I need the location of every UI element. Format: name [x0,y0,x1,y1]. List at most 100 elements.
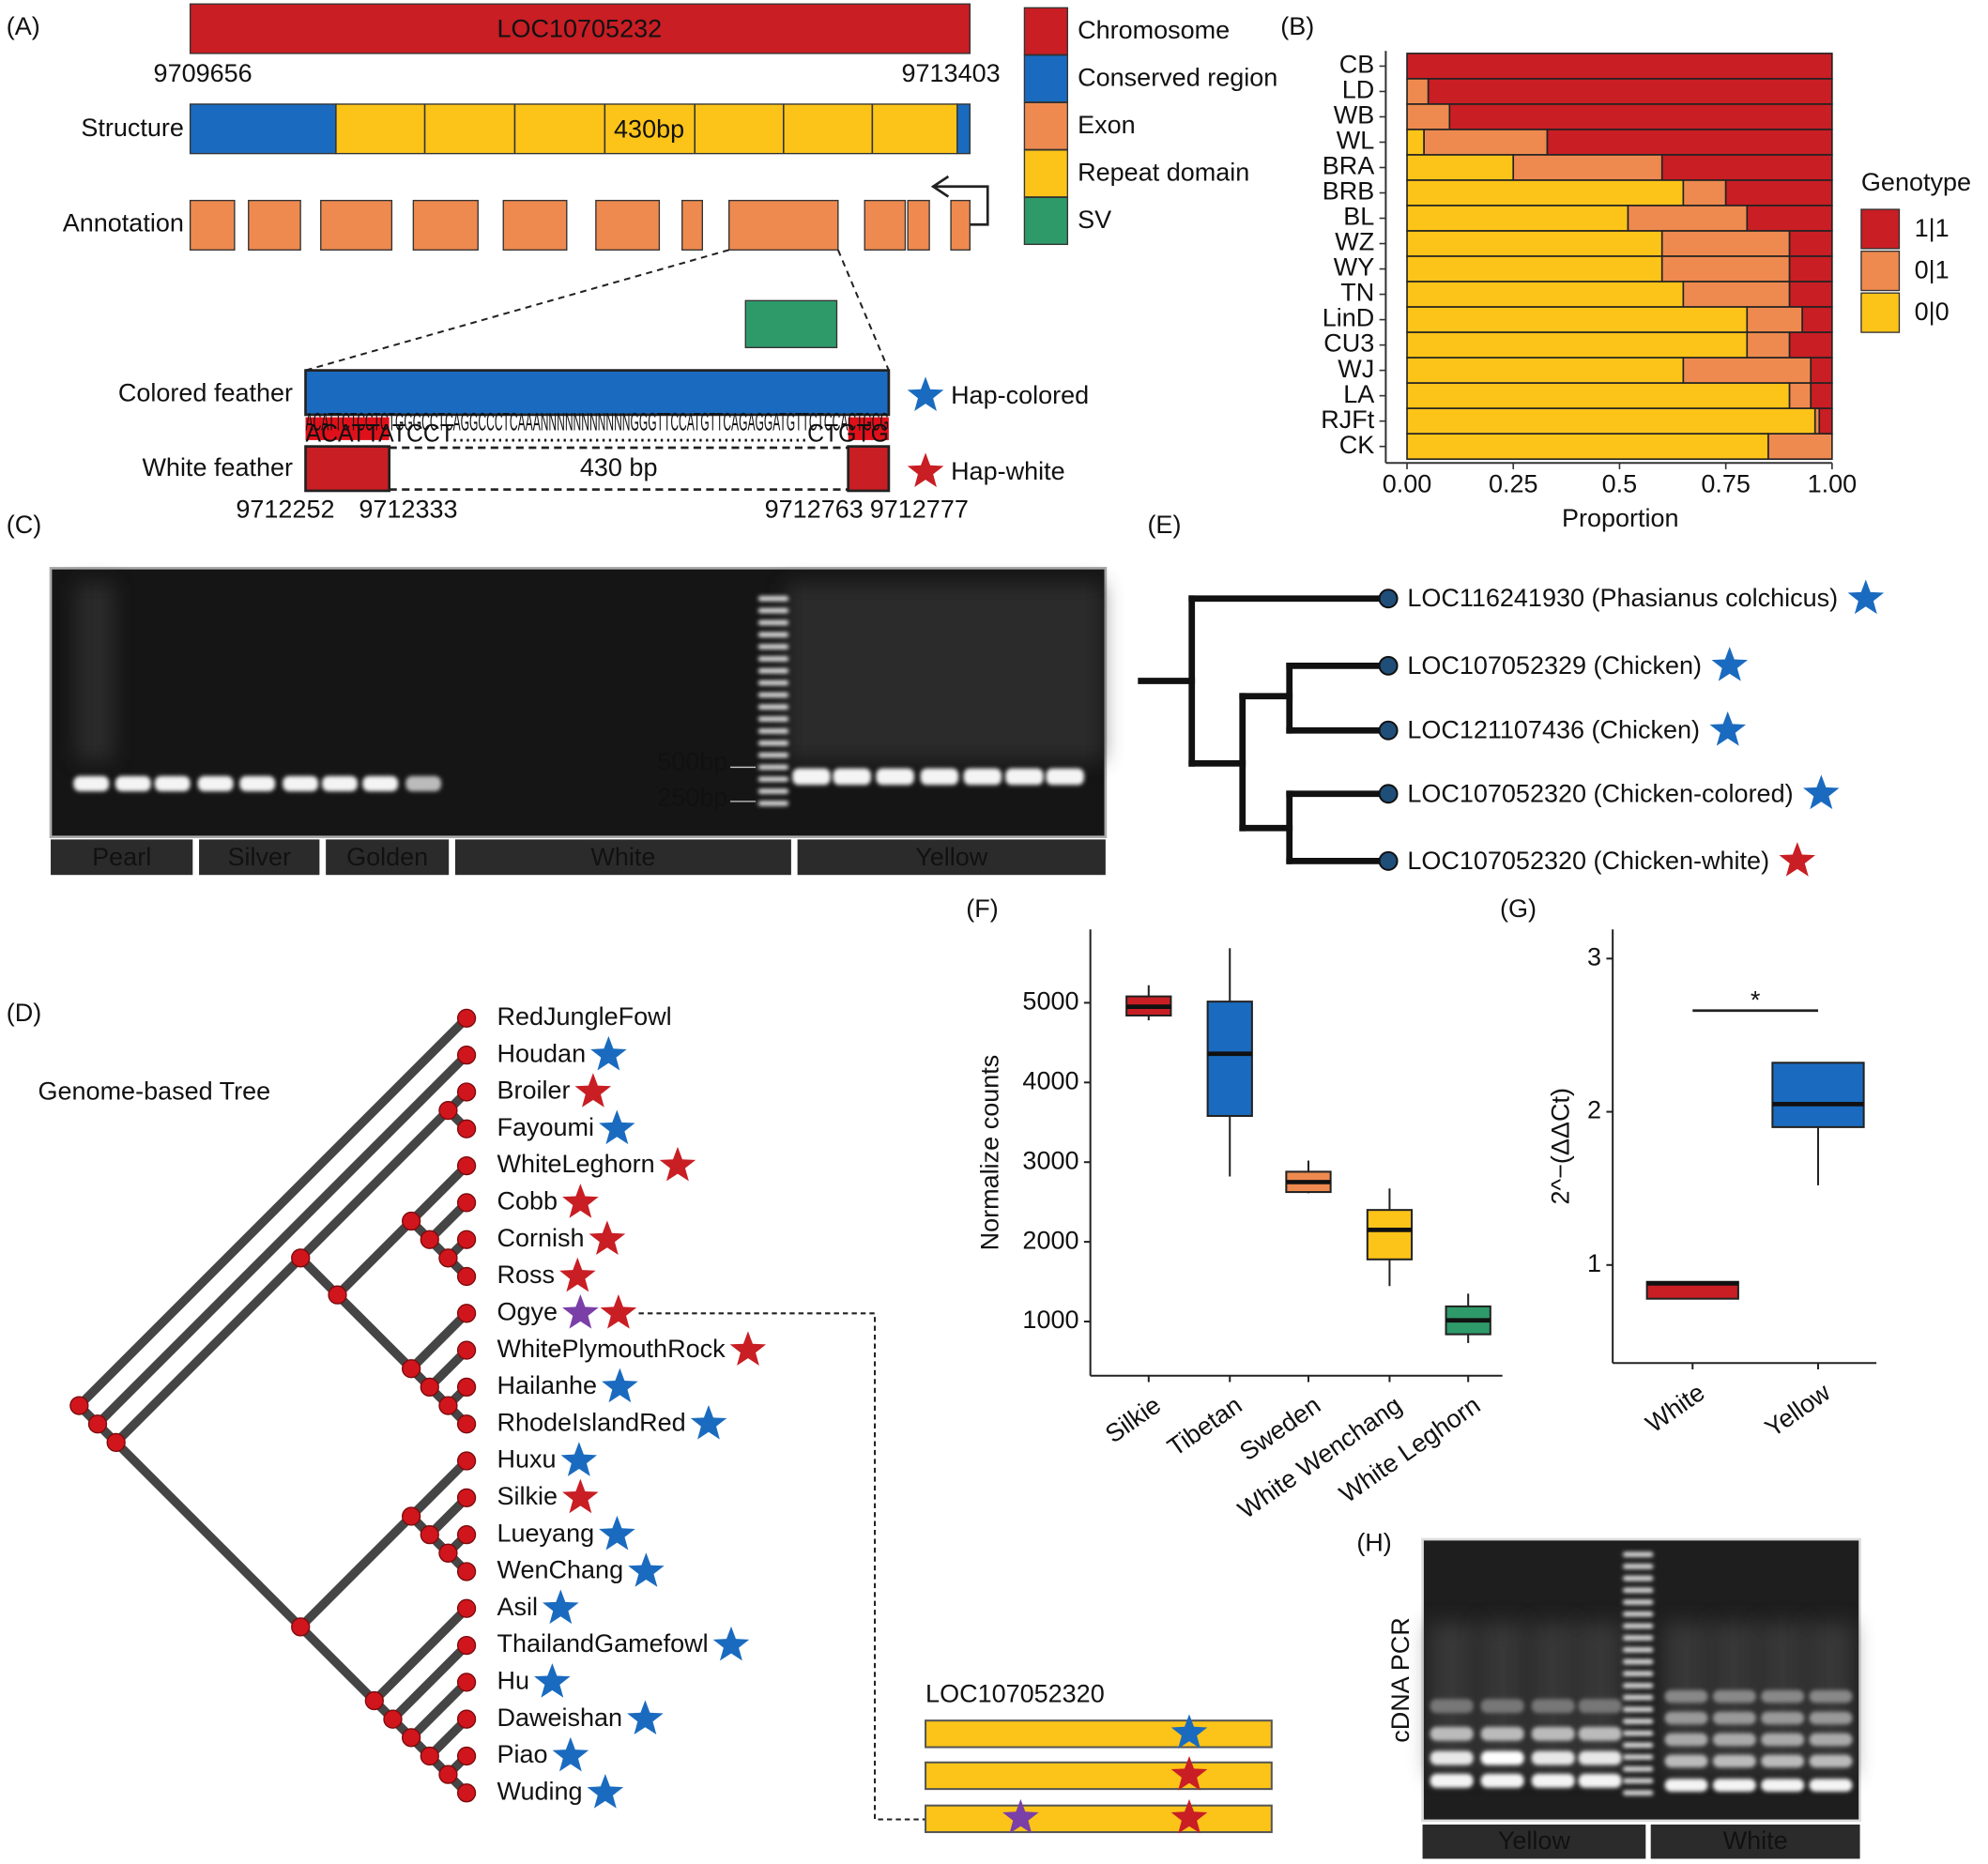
tree-node [438,1396,458,1415]
bar-segment [1810,357,1833,384]
legend-label: Repeat domain [1078,159,1249,187]
bar-segment [1406,179,1685,206]
legend-label: Chromosome [1078,16,1230,44]
tree-node [456,1119,477,1138]
gel-band [833,768,871,786]
tree-branch [111,1253,305,1447]
tree-node [438,1248,458,1268]
leaf-label: LOC121107436 (Chicken) [1407,716,1700,744]
star [628,1552,665,1587]
row-label: Colored feather [118,378,293,406]
ladder-band [757,716,789,722]
ladder-band [1622,1575,1654,1581]
tree-node [69,1396,89,1415]
tree-branch [406,1677,471,1743]
leaf-label: RedJungleFowl [497,1002,672,1031]
gel-group-label: White [590,843,655,871]
gel-group-label: Golden [346,843,428,871]
bar-segment [1660,154,1833,181]
y-tick-label: 4000 [1022,1066,1078,1094]
star [627,1700,664,1735]
gel-band [362,775,399,792]
gel-band [1809,1754,1853,1768]
gel-band [1480,1750,1524,1765]
gel-band [1430,1750,1474,1765]
ladder-band [1622,1623,1654,1629]
bar-segment [1660,255,1791,283]
y-axis-label: cDNA PCR [1386,1617,1415,1743]
bar-segment [1406,433,1769,460]
star [907,452,944,488]
bar-segment [1746,205,1833,232]
legend-swatch [1023,196,1069,246]
bar-segment [1788,230,1833,257]
ladder-band [1622,1742,1654,1749]
y-tick-label: 3000 [1022,1146,1078,1174]
leaf-label: ThailandGamefowl [497,1629,709,1658]
star [559,1257,596,1292]
star [599,1109,635,1145]
bar-segment [1406,129,1425,156]
tree-branch [296,1622,379,1705]
gel-group-bar [326,839,450,876]
tree-node [401,1211,421,1231]
ladder-band [757,788,789,794]
gel-band [1531,1699,1575,1714]
gene-bar [925,1719,1273,1749]
exon [907,199,930,251]
gel-band [1809,1711,1853,1725]
bar-segment [1746,331,1791,359]
y-tick-label: 2 [1587,1096,1601,1124]
bar-segment [1406,255,1663,283]
star [560,1442,598,1476]
tree-branch [388,1641,471,1724]
row-label: White feather [142,453,293,481]
tree-node [456,1340,477,1360]
bar-segment [1406,382,1791,409]
bar-segment [1746,306,1803,333]
tree-node [456,1562,477,1581]
coordinate: 9713403 [902,59,1001,87]
bar-segment [1406,154,1515,181]
colored-haplotype [304,369,891,417]
gel-band [197,775,234,792]
gel-band [1531,1750,1575,1765]
y-tick-label: CK [1339,431,1375,459]
ladder-band [1622,1647,1654,1653]
tree-node [456,1673,477,1692]
legend-label: 1|1 [1915,214,1950,242]
exon [950,199,971,251]
tree-node [456,1709,477,1729]
bar-segment [1427,78,1833,105]
x-tick-label: 0.25 [1489,470,1538,498]
white-haplotype [304,445,391,493]
leaf-label: Broiler [497,1077,571,1105]
ladder-band [1622,1587,1654,1594]
tree-node [420,1525,439,1545]
bar-segment [1788,382,1812,409]
tree-node [420,1746,439,1766]
x-tick-label: 0.75 [1701,470,1751,498]
tree-node [456,1008,477,1028]
tree-node [456,1266,477,1287]
ladder-band [1622,1635,1654,1641]
chromosome-bar [189,3,971,54]
tree-node [328,1285,347,1305]
gel-band [1531,1773,1575,1788]
star [599,1515,635,1551]
direction-arrow [930,175,989,226]
gel-band [1578,1750,1622,1765]
gel-group-label: Yellow [915,843,988,871]
gel-band [1664,1733,1708,1747]
gel-band [963,768,1002,786]
conserved-region [189,103,337,155]
y-tick-label: WJ [1338,355,1374,383]
leaf-label: Hailanhe [497,1371,598,1399]
gel-band [1809,1689,1853,1704]
seq-highlight [305,417,390,440]
bar-segment [1724,179,1833,206]
sequence: ACATTATCCT..............................… [306,420,889,448]
gel-band [1531,1726,1575,1741]
legend-swatch [1860,292,1901,333]
repeat-domain [335,103,958,155]
